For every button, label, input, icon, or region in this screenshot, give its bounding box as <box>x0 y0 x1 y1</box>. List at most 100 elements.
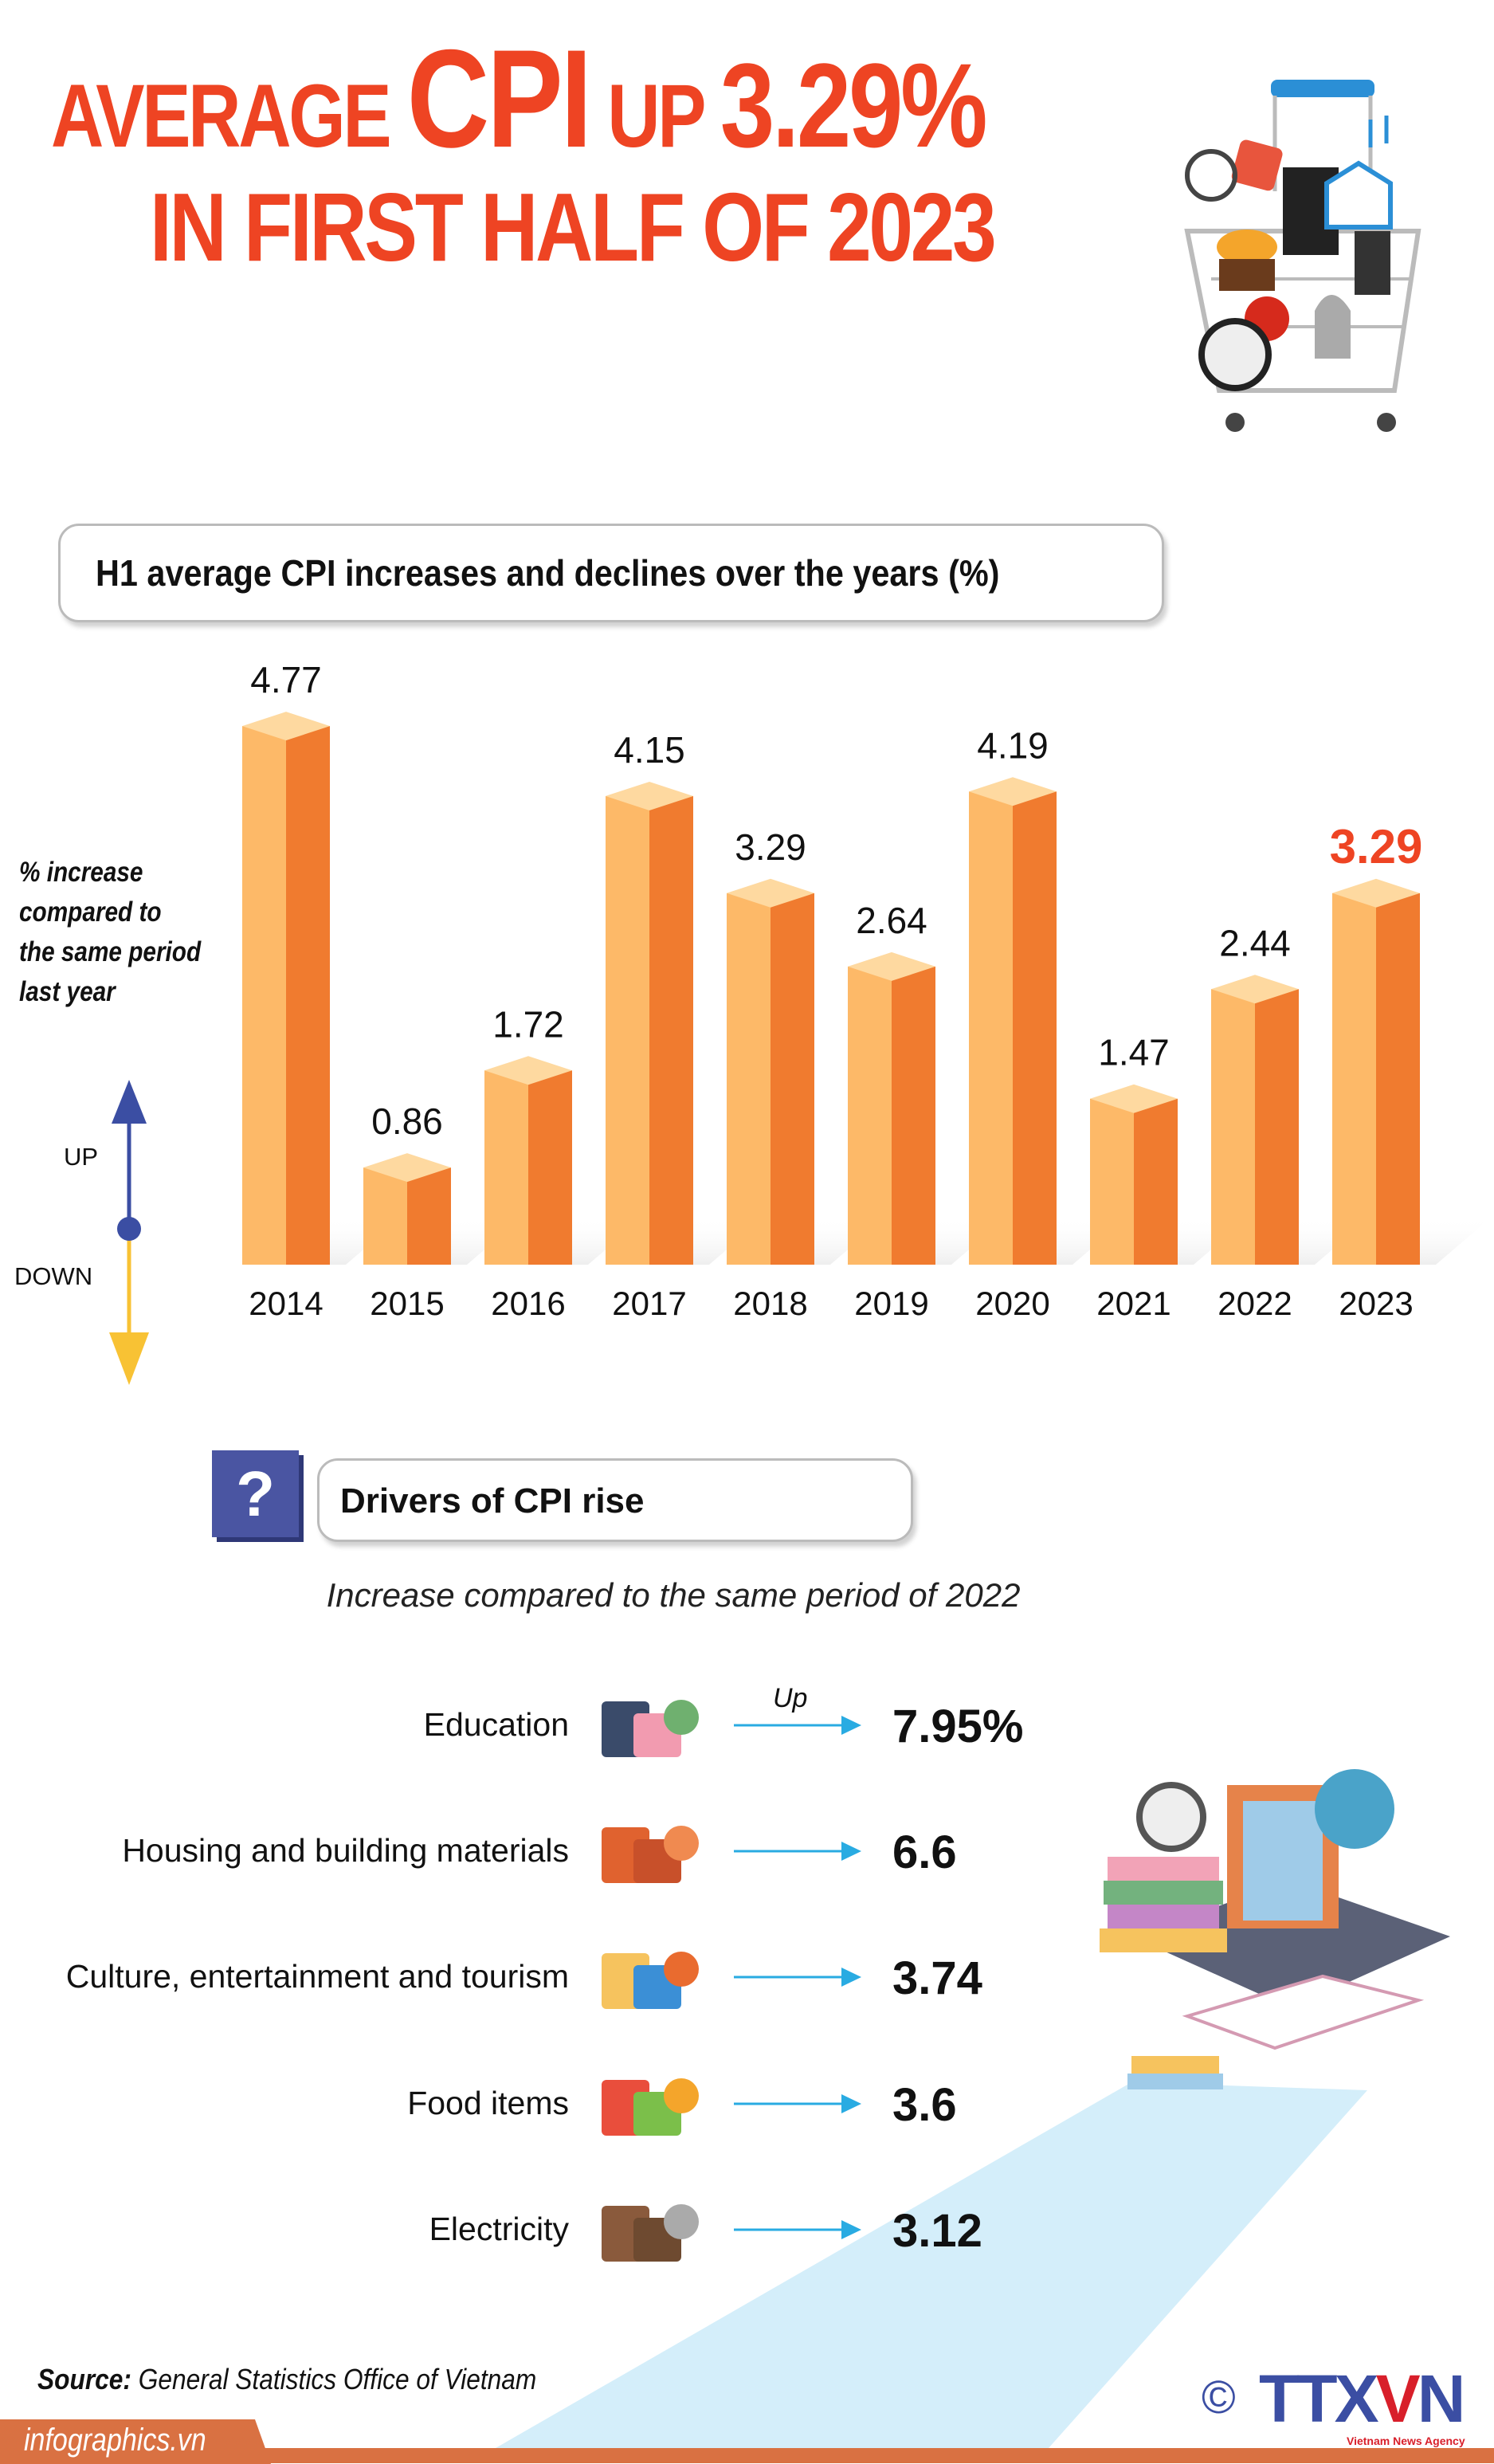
books-graduation-cap-icon <box>602 1700 699 1757</box>
bar-top <box>606 781 693 810</box>
bar-2018 <box>727 893 771 1265</box>
axis-dot <box>117 1217 141 1241</box>
copyright-icon: © <box>1202 2372 1236 2423</box>
headline-line-1: AVERAGE CPI UP 3.29% <box>51 22 988 177</box>
bar-2014 <box>242 726 286 1265</box>
driver-row: Culture, entertainment and tourism 3.74 <box>0 1929 1116 2025</box>
driver-label: Food items <box>407 2085 569 2121</box>
bar-2023 <box>1332 893 1376 1265</box>
bar-top <box>1090 1084 1178 1113</box>
bar-chart: 4.77 2014 0.86 2015 1.72 2016 4.15 2017 3.29 2018… <box>109 659 1492 1385</box>
chart-title-box: H1 average CPI increases and declines ov… <box>58 524 1164 622</box>
year-tick-label: 2020 <box>975 1285 1049 1322</box>
year-tick-label: 2022 <box>1218 1285 1292 1322</box>
driver-label: Electricity <box>429 2211 569 2247</box>
driver-row: Food items 3.6 <box>0 2056 1116 2152</box>
driver-value: 6.6 <box>892 1826 957 1878</box>
tourists-icon <box>602 1952 699 2009</box>
value-label: 4.19 <box>977 724 1049 766</box>
down-label: DOWN <box>14 1262 93 1290</box>
bar-side-2021 <box>1134 1098 1178 1265</box>
value-label: 3.29 <box>735 826 806 868</box>
value-label: 3.29 <box>1330 820 1423 873</box>
bar-top <box>363 1153 451 1183</box>
bar-side-2023 <box>1376 893 1420 1265</box>
bar-side-2020 <box>1013 791 1057 1265</box>
bar-top <box>727 878 814 908</box>
value-label: 1.72 <box>492 1003 564 1045</box>
y-axis-label: % increase compared to the same period l… <box>19 857 202 1007</box>
question-icon: ? <box>212 1450 299 1537</box>
year-tick-label: 2021 <box>1096 1285 1170 1322</box>
driver-label: Housing and building materials <box>122 1832 569 1869</box>
year-tick-label: 2015 <box>370 1285 444 1322</box>
bar-top <box>969 777 1057 806</box>
year-tick-label: 2014 <box>249 1285 323 1322</box>
bar-side-2017 <box>649 795 693 1265</box>
bar-2022 <box>1211 989 1255 1265</box>
bar-2020 <box>969 791 1013 1265</box>
driver-label: Culture, entertainment and tourism <box>65 1958 569 1995</box>
bar-side-2018 <box>771 893 814 1265</box>
bar-side-2019 <box>892 966 935 1265</box>
up-label: UP <box>64 1143 99 1171</box>
arrow-right-icon <box>734 1716 861 1735</box>
bricks-icon <box>602 1826 699 1883</box>
bar-top <box>1211 975 1299 1004</box>
driver-row: Education 7.95% <box>0 1677 1116 1773</box>
value-label: 2.44 <box>1219 922 1291 963</box>
driver-value: 3.12 <box>892 2205 982 2257</box>
headline-line-2: IN FIRST HALF OF 2023 <box>150 173 997 281</box>
drivers-title-box: Drivers of CPI rise <box>317 1458 913 1542</box>
arrow-right-icon <box>734 2220 861 2239</box>
shopping-cart-icon <box>1184 80 1421 432</box>
value-label: 2.64 <box>856 900 927 941</box>
bar-2017 <box>606 795 649 1265</box>
driver-value: 7.95% <box>892 1701 1024 1752</box>
drivers-title: Drivers of CPI rise <box>340 1481 645 1520</box>
bar-top <box>242 712 330 741</box>
driver-row: Housing and building materials 6.6 <box>0 1803 1116 1899</box>
bar-side-2015 <box>407 1167 451 1265</box>
driver-label: Education <box>423 1706 569 1743</box>
education-illustration <box>1100 1769 1450 2089</box>
bar-top <box>1332 878 1420 908</box>
up-arrow-icon <box>112 1080 147 1124</box>
up-annotation: Up <box>773 1683 808 1713</box>
site-link[interactable]: infographics.vn <box>24 2423 206 2458</box>
year-tick-label: 2019 <box>854 1285 928 1322</box>
value-label: 4.77 <box>250 659 322 700</box>
ttxvn-logo: TTXVN <box>1259 2361 1465 2436</box>
value-label: 1.47 <box>1098 1032 1170 1073</box>
year-tick-label: 2018 <box>733 1285 807 1322</box>
bar-side-2022 <box>1255 989 1299 1265</box>
bar-side-2016 <box>528 1070 572 1265</box>
year-tick-label: 2023 <box>1339 1285 1413 1322</box>
bar-2015 <box>363 1167 407 1265</box>
vegetables-icon <box>602 2078 699 2136</box>
down-arrow-icon <box>109 1332 149 1385</box>
year-tick-label: 2017 <box>612 1285 686 1322</box>
bar-top <box>848 951 935 981</box>
bar-top <box>484 1056 572 1085</box>
bar-2016 <box>484 1070 528 1265</box>
source-note: Source: General Statistics Office of Vie… <box>37 2363 537 2395</box>
arrow-right-icon <box>734 2094 861 2113</box>
bottom-bar <box>0 2448 1494 2463</box>
bar-side-2014 <box>286 726 330 1265</box>
logo-subtitle: Vietnam News Agency <box>1347 2435 1465 2447</box>
arrow-right-icon <box>734 1842 861 1861</box>
bar-2019 <box>848 966 892 1265</box>
arrow-right-icon <box>734 1968 861 1987</box>
drivers-subtitle: Increase compared to the same period of … <box>326 1576 1021 1614</box>
driver-row: Electricity 3.12 <box>0 2182 1116 2278</box>
value-label: 0.86 <box>371 1101 443 1142</box>
bar-2021 <box>1090 1098 1134 1265</box>
chart-title: H1 average CPI increases and declines ov… <box>96 552 1000 594</box>
driver-value: 3.6 <box>892 2079 957 2131</box>
value-label: 4.15 <box>614 729 685 771</box>
power-pole-icon <box>602 2204 699 2262</box>
year-tick-label: 2016 <box>491 1285 565 1322</box>
driver-value: 3.74 <box>892 1952 982 2004</box>
